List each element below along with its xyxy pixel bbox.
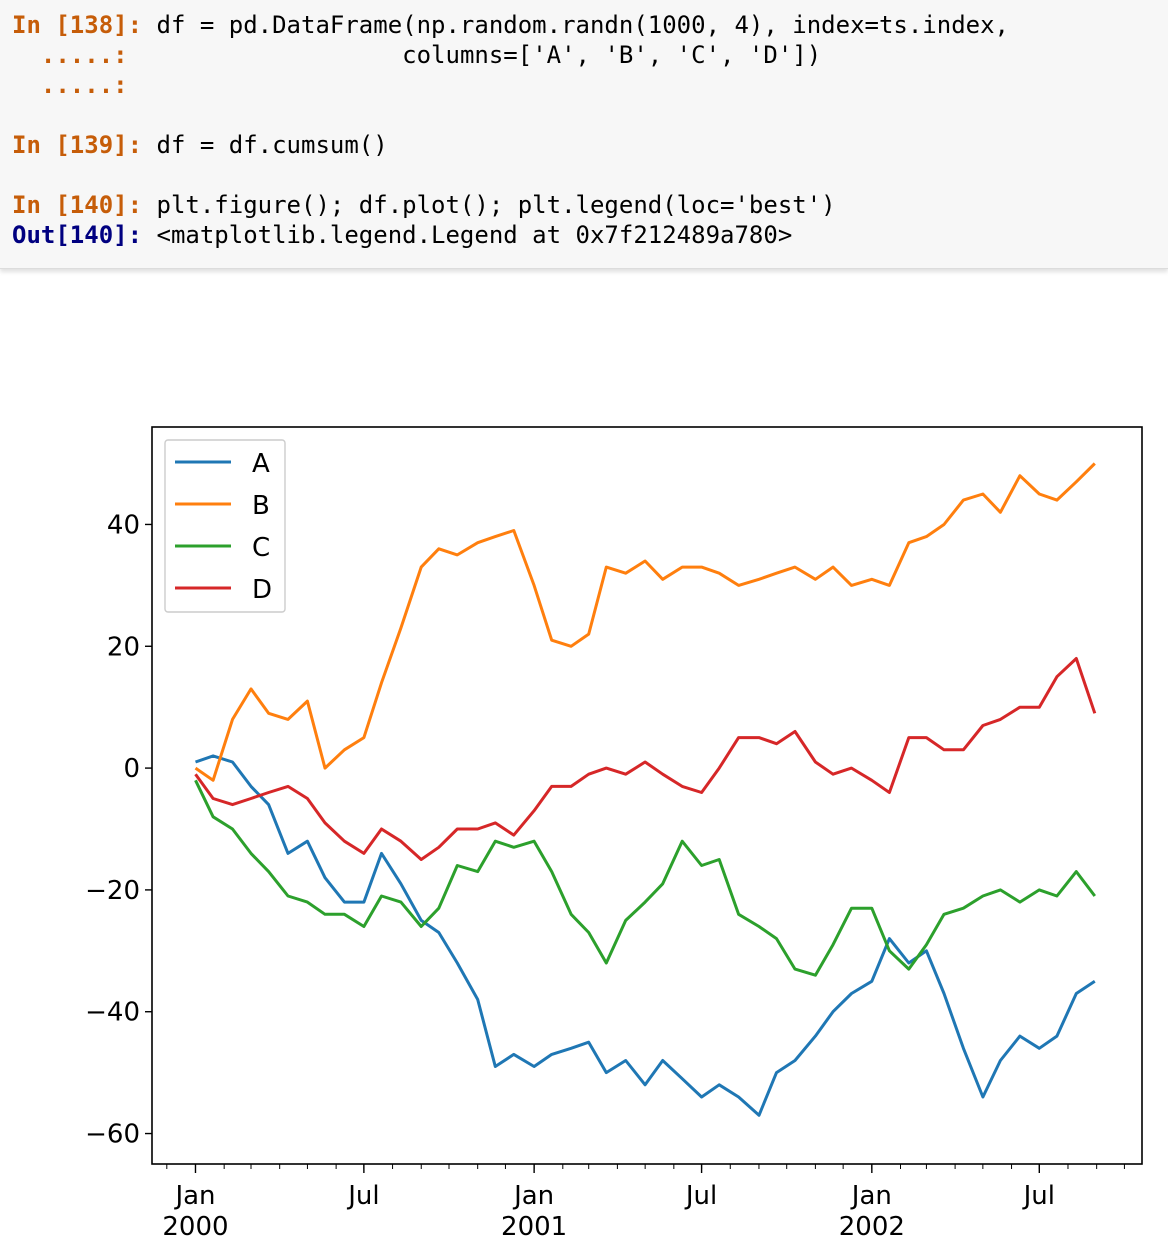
x-tick-label: Jan: [173, 1181, 215, 1211]
code-line-138: In [138]: df = pd.DataFrame(np.random.ra…: [12, 10, 1009, 40]
input-prompt: In [138]:: [12, 11, 143, 39]
continuation-prompt: .....:: [40, 41, 128, 69]
plot-frame: [151, 426, 1143, 1165]
x-tick-label: Jul: [1022, 1181, 1055, 1211]
legend-label-d: D: [252, 575, 272, 605]
input-prompt: In [140]:: [12, 191, 143, 219]
y-tick-label: 40: [107, 510, 140, 540]
output-line-140: Out[140]: <matplotlib.legend.Legend at 0…: [12, 220, 792, 250]
code-panel: In [138]: df = pd.DataFrame(np.random.ra…: [0, 0, 1168, 269]
x-tick-label: Jan: [512, 1181, 554, 1211]
y-tick-label: 0: [123, 754, 140, 784]
x-tick-label: Jan: [850, 1181, 892, 1211]
legend-box: [164, 439, 286, 613]
x-tick-label: Jul: [346, 1181, 379, 1211]
output-prompt: Out[140]:: [12, 221, 143, 249]
series-line-c: [194, 779, 1096, 977]
legend-label-a: A: [252, 449, 270, 479]
code-text: df = df.cumsum(): [156, 131, 388, 159]
code-line-139: In [139]: df = df.cumsum(): [12, 130, 388, 160]
code-text: df = pd.DataFrame(np.random.randn(1000, …: [156, 11, 1010, 39]
code-text: columns=['A', 'B', 'C', 'D']): [142, 41, 822, 69]
y-tick-label: −40: [85, 998, 140, 1028]
code-line-140: In [140]: plt.figure(); df.plot(); plt.l…: [12, 190, 836, 220]
legend-label-b: B: [252, 491, 270, 521]
x-tick-label: 2002: [839, 1212, 905, 1242]
series-line-d: [194, 657, 1097, 861]
y-tick-label: −20: [85, 876, 140, 906]
legend-label-c: C: [252, 533, 270, 563]
code-line-138-cont2: .....:: [12, 70, 128, 100]
x-tick-label: 2001: [501, 1212, 567, 1242]
y-tick-label: 20: [107, 632, 140, 662]
output-text: <matplotlib.legend.Legend at 0x7f212489a…: [156, 221, 793, 249]
input-prompt: In [139]:: [12, 131, 143, 159]
chart-container: 40 20 0 −20 −40 −60 Jan 2000 Jul Jan 2001 Jul Jan 200…: [0, 400, 1168, 1244]
x-tick-label: Jul: [684, 1181, 717, 1211]
series-line-a: [195, 754, 1096, 1117]
y-tick-label: −60: [85, 1120, 140, 1150]
series-line-b: [194, 462, 1096, 782]
code-line-138-cont: .....: columns=['A', 'B', 'C', 'D']): [12, 40, 821, 70]
continuation-prompt: .....:: [40, 71, 128, 99]
code-text: plt.figure(); df.plot(); plt.legend(loc=…: [156, 191, 836, 219]
x-tick-label: 2000: [162, 1212, 228, 1242]
